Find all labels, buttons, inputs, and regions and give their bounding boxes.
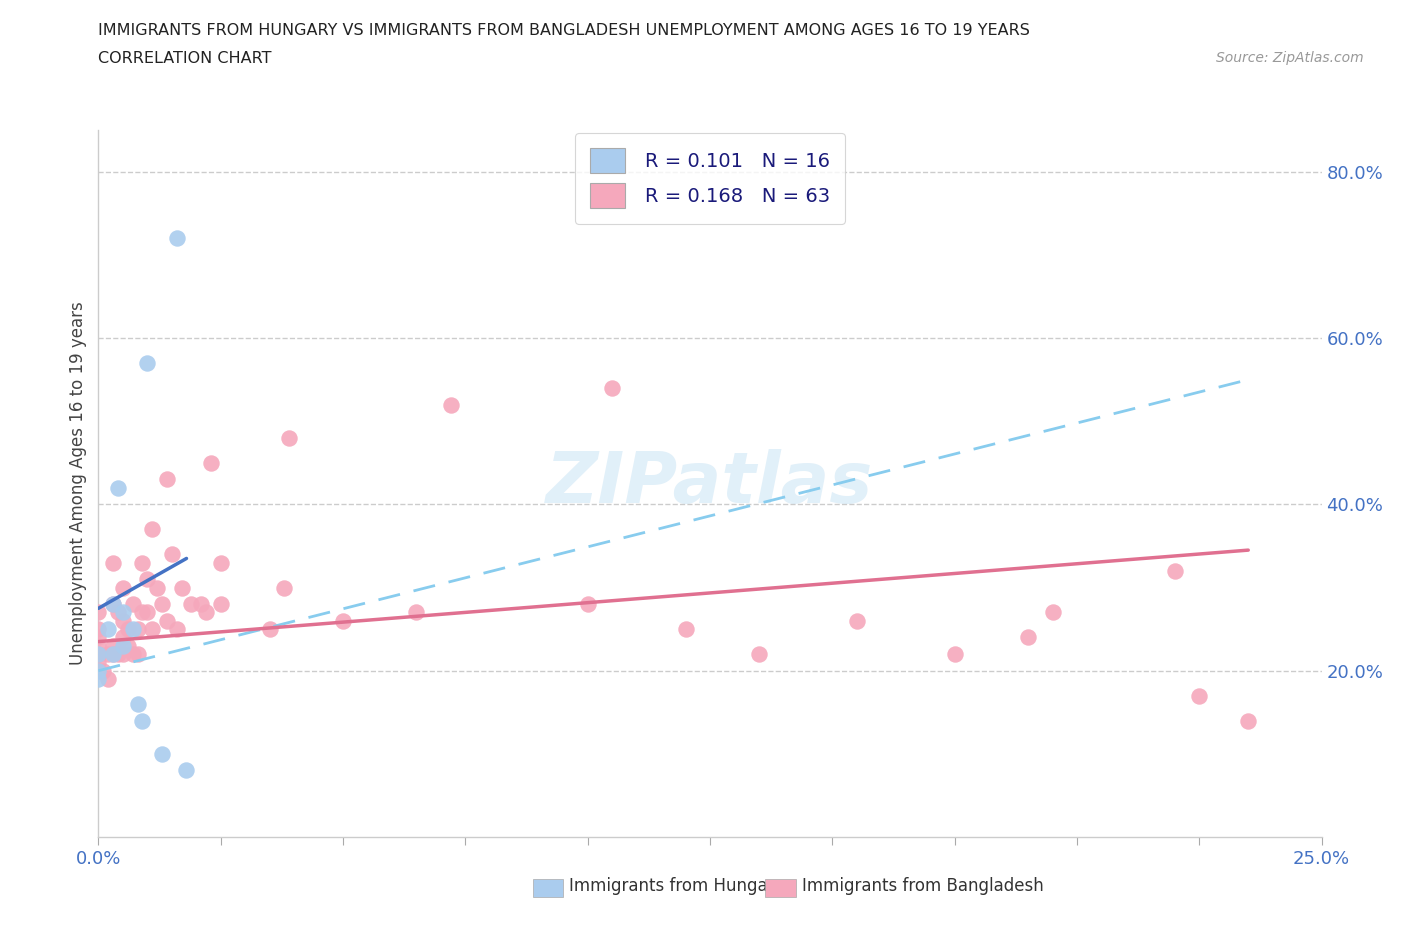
Point bbox=[180, 597, 202, 612]
Point bbox=[121, 597, 143, 612]
Text: Immigrants from Hungary: Immigrants from Hungary bbox=[569, 878, 785, 896]
Point bbox=[87, 605, 110, 620]
Point bbox=[136, 572, 159, 587]
Text: CORRELATION CHART: CORRELATION CHART bbox=[98, 51, 271, 66]
Point bbox=[101, 555, 124, 570]
Point bbox=[156, 472, 179, 487]
Point bbox=[195, 605, 218, 620]
Point bbox=[101, 646, 124, 661]
Point bbox=[107, 480, 129, 495]
Point bbox=[121, 646, 143, 661]
Point bbox=[675, 621, 697, 636]
Point bbox=[87, 671, 110, 686]
Point bbox=[1164, 564, 1187, 578]
Point bbox=[748, 646, 770, 661]
Point bbox=[209, 555, 232, 570]
Point bbox=[405, 605, 427, 620]
Point bbox=[87, 630, 110, 644]
Point bbox=[107, 646, 129, 661]
Point bbox=[200, 456, 222, 471]
Point bbox=[111, 646, 134, 661]
Point bbox=[1017, 630, 1039, 644]
Point bbox=[150, 747, 173, 762]
Point bbox=[1188, 688, 1211, 703]
Point bbox=[111, 605, 134, 620]
FancyBboxPatch shape bbox=[765, 880, 796, 897]
Point bbox=[127, 697, 149, 711]
Point bbox=[91, 663, 114, 678]
Point bbox=[1042, 605, 1064, 620]
Point bbox=[117, 638, 139, 653]
Legend: R = 0.101   N = 16, R = 0.168   N = 63: R = 0.101 N = 16, R = 0.168 N = 63 bbox=[575, 133, 845, 223]
Point bbox=[150, 597, 173, 612]
Text: Source: ZipAtlas.com: Source: ZipAtlas.com bbox=[1216, 51, 1364, 65]
Point bbox=[141, 522, 163, 537]
Point bbox=[101, 638, 124, 653]
Point bbox=[87, 646, 110, 661]
Point bbox=[111, 614, 134, 629]
Point bbox=[170, 580, 193, 595]
Point bbox=[166, 621, 188, 636]
Point bbox=[273, 580, 295, 595]
Text: Immigrants from Bangladesh: Immigrants from Bangladesh bbox=[801, 878, 1043, 896]
Text: ZIPatlas: ZIPatlas bbox=[547, 449, 873, 518]
Point bbox=[156, 614, 179, 629]
Point bbox=[111, 630, 134, 644]
Point bbox=[97, 671, 120, 686]
Point bbox=[87, 663, 110, 678]
Point bbox=[943, 646, 966, 661]
Y-axis label: Unemployment Among Ages 16 to 19 years: Unemployment Among Ages 16 to 19 years bbox=[69, 301, 87, 666]
Point bbox=[440, 397, 463, 412]
Point bbox=[117, 621, 139, 636]
Point bbox=[146, 580, 169, 595]
Point bbox=[136, 605, 159, 620]
Point bbox=[576, 597, 599, 612]
Point bbox=[87, 621, 110, 636]
Point bbox=[166, 231, 188, 246]
Point bbox=[259, 621, 281, 636]
Point bbox=[101, 597, 124, 612]
Point bbox=[278, 431, 301, 445]
Point bbox=[87, 663, 110, 678]
Point bbox=[131, 555, 153, 570]
Point bbox=[209, 597, 232, 612]
Point bbox=[87, 655, 110, 670]
Point bbox=[127, 621, 149, 636]
Point bbox=[332, 614, 354, 629]
Point bbox=[131, 605, 153, 620]
FancyBboxPatch shape bbox=[533, 880, 564, 897]
Point bbox=[101, 646, 124, 661]
Point bbox=[176, 763, 198, 777]
Point bbox=[845, 614, 868, 629]
Point bbox=[127, 646, 149, 661]
Point bbox=[97, 621, 120, 636]
Point bbox=[111, 638, 134, 653]
Point bbox=[121, 621, 143, 636]
Point bbox=[136, 355, 159, 370]
Text: IMMIGRANTS FROM HUNGARY VS IMMIGRANTS FROM BANGLADESH UNEMPLOYMENT AMONG AGES 16: IMMIGRANTS FROM HUNGARY VS IMMIGRANTS FR… bbox=[98, 23, 1031, 38]
Point bbox=[111, 580, 134, 595]
Point bbox=[87, 646, 110, 661]
Point bbox=[87, 646, 110, 661]
Point bbox=[190, 597, 212, 612]
Point bbox=[600, 380, 623, 395]
Point bbox=[87, 638, 110, 653]
Point bbox=[107, 605, 129, 620]
Point bbox=[1237, 713, 1260, 728]
Point bbox=[131, 713, 153, 728]
Point bbox=[101, 597, 124, 612]
Point bbox=[141, 621, 163, 636]
Point bbox=[160, 547, 183, 562]
Point bbox=[97, 646, 120, 661]
